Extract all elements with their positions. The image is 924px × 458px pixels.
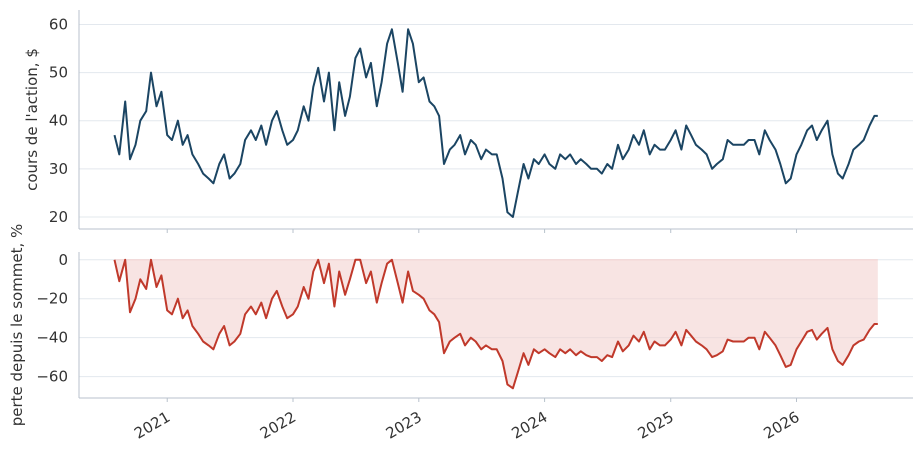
drawdown-y-tick-label: −40 bbox=[36, 329, 68, 347]
price-y-tick-label: 20 bbox=[49, 208, 68, 226]
price-line bbox=[113, 28, 878, 218]
drawdown-area bbox=[114, 259, 878, 389]
drawdown-y-tick-label: −20 bbox=[36, 290, 68, 308]
drawdown-y-tick-label: −60 bbox=[36, 368, 68, 386]
price-y-tick-label: 30 bbox=[49, 160, 68, 178]
drawdown-y-tick-label: 0 bbox=[58, 251, 68, 269]
price-gridlines bbox=[79, 23, 913, 218]
drawdown-x-tick-label: 2021 bbox=[131, 408, 173, 443]
drawdown-y-ticks: 0 −20 −40 −60 bbox=[36, 251, 68, 386]
drawdown-x-tick-label: 2026 bbox=[760, 408, 802, 443]
price-y-ticks: 20 30 40 50 60 bbox=[49, 15, 68, 226]
drawdown-x-tick-label: 2025 bbox=[635, 408, 677, 443]
drawdown-x-ticks: 2021 2022 2023 2024 2025 2026 bbox=[131, 398, 803, 443]
drawdown-x-tick-label: 2023 bbox=[383, 408, 425, 443]
price-panel: 20 30 40 50 60 cours de l'action, $ bbox=[23, 10, 913, 233]
drawdown-panel: 0 −20 −40 −60 2021 2022 2023 2024 2025 2026 pert… bbox=[8, 224, 913, 443]
price-y-tick-label: 40 bbox=[49, 112, 68, 130]
drawdown-x-tick-label: 2022 bbox=[257, 408, 299, 443]
price-y-tick-label: 60 bbox=[49, 15, 68, 33]
price-x-ticks bbox=[166, 229, 798, 233]
drawdown-line bbox=[113, 258, 878, 390]
drawdown-x-tick-label: 2024 bbox=[509, 408, 551, 443]
drawdown-y-axis-label: perte depuis le sommet, % bbox=[8, 224, 26, 427]
price-y-axis-label: cours de l'action, $ bbox=[23, 48, 41, 191]
price-y-tick-label: 50 bbox=[49, 64, 68, 82]
